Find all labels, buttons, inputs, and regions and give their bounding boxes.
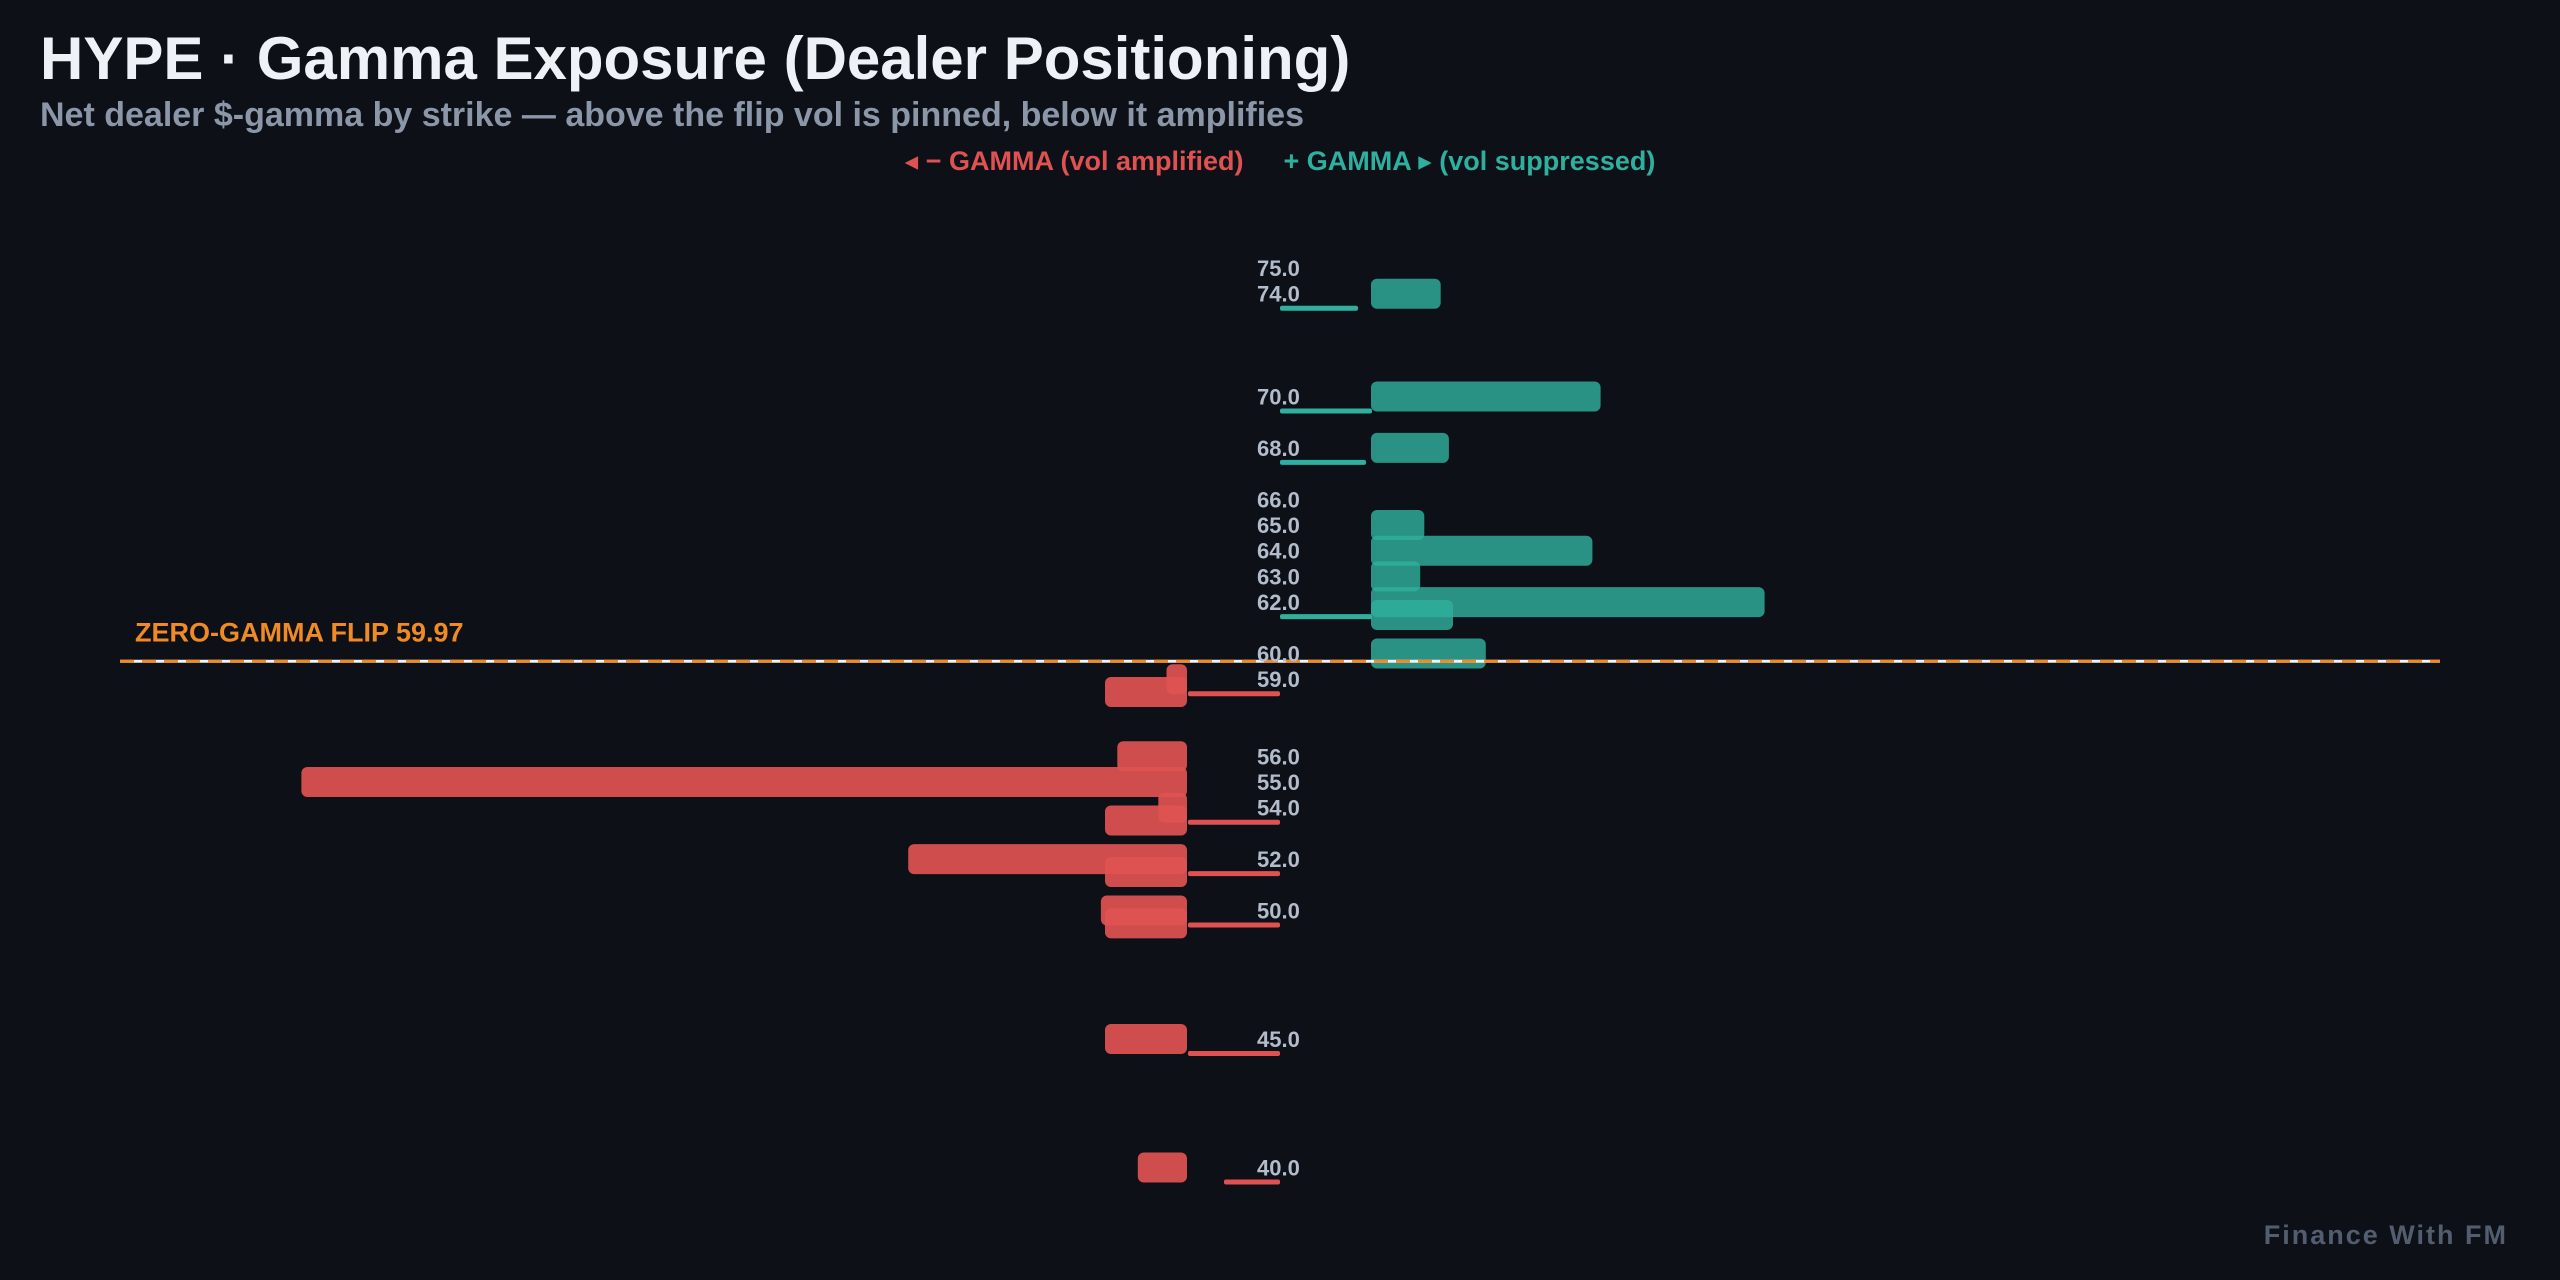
tick-label-65.0: 65.0 [1257,513,1300,538]
tick-label-40.0: 40.0 [1257,1156,1300,1181]
negative-gamma-bar-56 [1117,741,1187,772]
tick-label-60.0: 60.0 [1257,642,1300,667]
legend-positive-gamma: + GAMMA ▸ (vol suppressed) [1283,146,1656,176]
positive-gamma-bar-70 [1371,381,1601,412]
positive-gamma-bar-61.5 [1371,599,1453,630]
tick-label-59.0: 59.0 [1257,667,1300,692]
tick-label-62.0: 62.0 [1257,590,1300,615]
tick-label-63.0: 63.0 [1257,564,1300,589]
negative-gamma-bar-40 [1137,1152,1187,1183]
chart-subtitle: Net dealer $-gamma by strike — above the… [40,96,1304,134]
legend: ◂ − GAMMA (vol amplified) + GAMMA ▸ (vol… [0,146,2560,177]
strike-marker-68 [1280,459,1366,465]
negative-gamma-bar-58.5 [1105,677,1187,708]
strike-tick-labels: 75.074.0 70.0 68.0 66.065.064.063.062.0 60.0… [1257,256,1300,1181]
tick-label-50.0: 50.0 [1257,899,1300,924]
tick-label-75.0: 75.0 [1257,256,1300,281]
positive-gamma-bars [1280,278,1765,669]
positive-gamma-bar-64 [1371,535,1593,566]
tick-label-68.0: 68.0 [1257,436,1300,461]
strike-marker-50 [1188,922,1280,928]
tick-label-52.0: 52.0 [1257,847,1300,872]
strike-marker-52 [1188,871,1280,877]
legend-negative-gamma: ◂ − GAMMA (vol amplified) [904,146,1244,176]
negative-gamma-bar-49.5 [1105,908,1187,939]
positive-gamma-bar-62 [1371,587,1765,618]
tick-label-74.0: 74.0 [1257,282,1300,307]
positive-gamma-bar-60 [1371,638,1486,669]
strike-marker-62 [1280,614,1372,620]
strike-marker-45 [1188,1051,1280,1056]
positive-gamma-bar-65 [1371,510,1425,540]
tick-label-55.0: 55.0 [1257,770,1300,795]
chart-title: HYPE · Gamma Exposure (Dealer Positionin… [40,25,1351,92]
positive-gamma-bar-63 [1371,561,1421,592]
negative-gamma-bar-45 [1105,1024,1187,1054]
strike-marker-54 [1188,819,1280,825]
zero-gamma-flip: ZERO-GAMMA FLIP 59.97 [120,617,2440,663]
tick-label-64.0: 64.0 [1257,539,1300,564]
negative-gamma-bar-51.5 [1105,856,1187,887]
strike-marker-74 [1280,305,1358,311]
positive-gamma-bar-68 [1371,432,1449,463]
tick-label-56.0: 56.0 [1257,744,1300,769]
strike-marker-40 [1224,1179,1280,1185]
tick-label-70.0: 70.0 [1257,385,1300,410]
negative-gamma-bar-55 [301,767,1187,797]
flip-label: ZERO-GAMMA FLIP 59.97 [135,617,464,647]
positive-gamma-bar-74 [1371,278,1441,309]
negative-gamma-bar-53.5 [1105,805,1187,836]
strike-marker-70 [1280,408,1372,414]
watermark: Finance With FM [2263,1220,2508,1250]
tick-label-45.0: 45.0 [1257,1027,1300,1052]
tick-label-54.0: 54.0 [1257,796,1300,821]
tick-label-66.0: 66.0 [1257,487,1300,512]
negative-gamma-bars [301,664,1280,1185]
strike-marker-59 [1188,691,1280,697]
